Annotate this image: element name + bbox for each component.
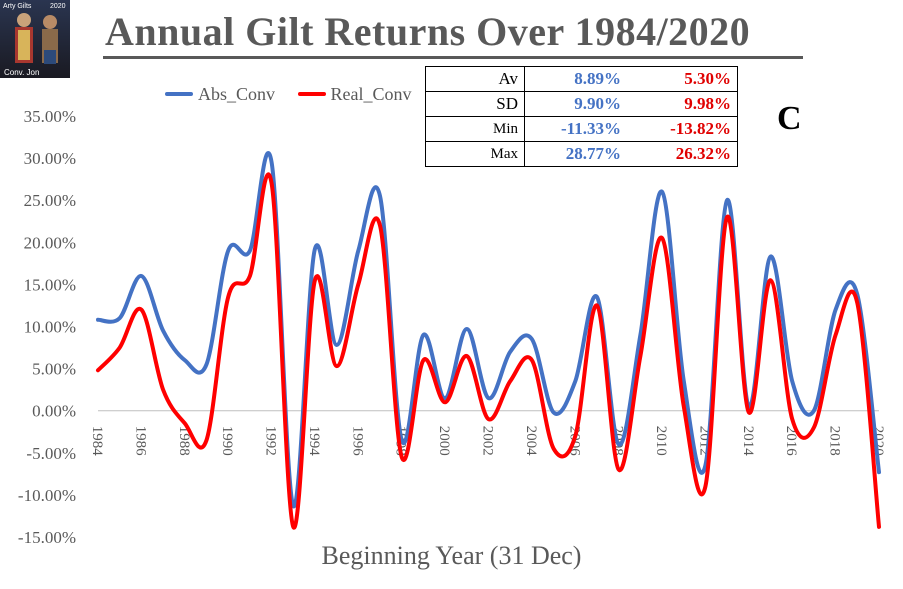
legend-swatch-abs [165,92,193,96]
y-tick-label: 10.00% [24,318,76,337]
stats-label: SD [425,91,525,117]
logo-thumbnail: Arty Gilts 2020 Conv. Jon [0,0,70,78]
stats-abs-value: 28.77% [524,141,627,167]
logo-text-year: 2020 [50,3,66,10]
x-tick-label: 1994 [306,426,322,457]
y-tick-label: -10.00% [18,486,76,505]
y-tick-label: -5.00% [26,444,76,463]
x-axis-title: Beginning Year (31 Dec) [321,541,582,570]
x-tick-label: 1984 [89,426,105,457]
y-tick-label: 15.00% [24,275,76,294]
stats-row-min: Min -11.33% -13.82% [425,116,738,142]
legend-label-real: Real_Conv [330,83,412,104]
stats-abs-value: -11.33% [524,116,627,142]
y-tick-label: -15.00% [18,528,76,547]
stats-abs-value: 9.90% [524,91,627,117]
x-tick-label: 1986 [132,426,148,457]
x-tick-label: 2004 [523,426,539,457]
y-tick-label: 35.00% [24,107,76,126]
stats-real-value: 9.98% [627,91,738,117]
stats-label: Min [425,116,525,142]
legend-item-abs: Abs_Conv [165,84,275,105]
x-tick-label: 1996 [349,426,365,457]
y-tick-label: 20.00% [24,233,76,252]
stats-row-max: Max 28.77% 26.32% [425,141,738,167]
x-tick-label: 2018 [827,426,843,456]
stats-real-value: -13.82% [627,116,738,142]
x-tick-label: 1988 [176,426,192,456]
stats-abs-value: 8.89% [574,69,621,88]
logo-text-top: Arty Gilts [3,3,32,10]
stats-real-value: 5.30% [684,69,731,88]
stats-table: Av 8.89% 5.30% SD 9.90% 9.98% Min -11.33… [425,66,738,167]
logo-text-bottom: Conv. Jon [4,68,39,77]
x-tick-label: 2014 [740,426,756,457]
x-tick-label: 1990 [219,426,235,456]
portrait-thumbnail-icon [15,13,58,64]
legend: Abs_Conv Real_Conv [165,80,430,105]
y-tick-label: 30.00% [24,149,76,168]
stats-label: Av [425,66,525,92]
title-underline [103,56,803,59]
legend-swatch-real [297,92,326,96]
legend-label-abs: Abs_Conv [198,83,276,104]
x-tick-label: 2010 [653,426,669,456]
series-line-real-conv [96,172,881,530]
stats-label: Max [425,141,525,167]
stats-real-value: 26.32% [627,141,738,167]
y-tick-label: 25.00% [24,191,76,210]
chart-title: Annual Gilt Returns Over 1984/2020 [105,9,751,54]
y-tick-label: 5.00% [32,360,76,379]
x-tick-label: 2000 [436,426,452,456]
stats-row-av: Av 8.89% 5.30% [425,66,738,92]
x-tick-label: 2016 [783,426,799,457]
y-tick-label: 0.00% [32,402,76,421]
x-tick-label: 2002 [480,426,496,456]
legend-item-real: Real_Conv [297,83,412,105]
x-tick-label: 1992 [263,426,279,456]
stats-row-sd: SD 9.90% 9.98% [425,91,738,117]
corner-badge: C [777,100,802,137]
